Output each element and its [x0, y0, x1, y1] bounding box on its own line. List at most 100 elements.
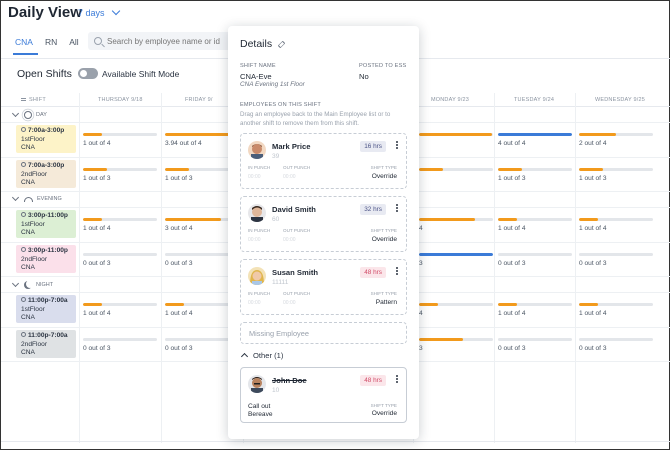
- shift-description: CNA Evening 1st Floor: [240, 81, 305, 88]
- group-evening[interactable]: EVENING: [11, 193, 62, 202]
- group-day[interactable]: DAY: [11, 109, 47, 119]
- shift-card[interactable]: 3:00p-11:00p 2ndFloor CNA: [16, 245, 76, 273]
- coverage-label: 1 out of 3: [83, 175, 111, 182]
- coverage-cell[interactable]: 1 out of 3: [83, 168, 157, 188]
- date-range-dropdown[interactable]: 7 days: [78, 6, 120, 18]
- coverage-bar-fill: [83, 218, 102, 221]
- coverage-cell[interactable]: 4: [419, 303, 493, 323]
- more-options-icon[interactable]: [396, 375, 399, 385]
- available-shift-mode-toggle[interactable]: [78, 68, 98, 79]
- search-box: [88, 32, 233, 50]
- coverage-bar: [83, 168, 157, 171]
- coverage-bar: [419, 218, 493, 221]
- coverage-bar-fill: [165, 168, 190, 171]
- out-punch-label: OUT PUNCH: [283, 291, 311, 296]
- group-label: NIGHT: [36, 282, 54, 288]
- coverage-cell[interactable]: 1 out of 4: [579, 218, 653, 238]
- edit-icon[interactable]: [277, 40, 286, 48]
- more-options-icon[interactable]: [396, 141, 399, 151]
- coverage-cell[interactable]: 0 out of 3: [83, 253, 157, 273]
- shift-type-label: SHIFT TYPE: [370, 165, 397, 170]
- column-header-day: MONDAY 9/23: [431, 97, 470, 103]
- column-divider: [161, 93, 162, 443]
- coverage-label: 1 out of 4: [579, 310, 607, 317]
- coverage-bar: [498, 168, 572, 171]
- coverage-cell[interactable]: 0 out of 3: [165, 338, 239, 358]
- coverage-bar-fill: [165, 218, 221, 221]
- coverage-cell[interactable]: [419, 168, 493, 188]
- coverage-cell[interactable]: 0 out of 3: [165, 253, 239, 273]
- coverage-bar-fill: [498, 303, 517, 306]
- coverage-cell[interactable]: 0 out of 3: [498, 338, 572, 358]
- column-header-day: TUESDAY 9/24: [514, 97, 555, 103]
- coverage-cell[interactable]: 1 out of 4: [579, 303, 653, 323]
- coverage-cell[interactable]: 1 out of 4: [83, 133, 157, 153]
- column-divider: [79, 93, 80, 443]
- shift-role: CNA: [21, 314, 35, 322]
- employee-card[interactable]: John Doe 10 48 hrs Call out Bereave SHIF…: [240, 367, 407, 423]
- employee-card[interactable]: David Smith 60 32 hrs IN PUNCH OUT PUNCH…: [240, 196, 407, 252]
- coverage-cell[interactable]: 0 out of 3: [579, 338, 653, 358]
- coverage-cell[interactable]: 3: [419, 253, 493, 273]
- coverage-cell[interactable]: 4: [419, 218, 493, 238]
- coverage-cell[interactable]: 0 out of 3: [498, 253, 572, 273]
- shift-card[interactable]: 11:00p-7:00a 1stFloor CNA: [16, 295, 76, 323]
- coverage-cell[interactable]: 1 out of 4: [498, 218, 572, 238]
- shift-floor: 1stFloor: [21, 135, 45, 143]
- coverage-bar-fill: [579, 303, 598, 306]
- out-punch-value: 00:00: [283, 174, 296, 180]
- coverage-cell[interactable]: 0 out of 3: [579, 253, 653, 273]
- tab-rn[interactable]: RN: [44, 37, 58, 47]
- coverage-cell[interactable]: 3 out of 4: [165, 218, 239, 238]
- coverage-bar: [419, 133, 493, 136]
- shift-type-value: Override: [371, 236, 397, 243]
- coverage-cell[interactable]: 1 out of 4: [498, 303, 572, 323]
- coverage-bar: [498, 133, 572, 136]
- shift-time: 7:00a-3:00p: [21, 127, 76, 136]
- coverage-bar-fill: [419, 133, 492, 136]
- coverage-cell[interactable]: 1 out of 4: [83, 303, 157, 323]
- coverage-cell[interactable]: 1 out of 3: [165, 168, 239, 188]
- tab-cna[interactable]: CNA: [13, 37, 38, 55]
- group-night[interactable]: NIGHT: [11, 279, 54, 289]
- coverage-cell[interactable]: 1 out of 3: [579, 168, 653, 188]
- column-divider: [575, 93, 576, 443]
- shift-name-label: SHIFT NAME: [240, 63, 276, 69]
- shift-card[interactable]: 11:00p-7:00a 2ndFloor CNA: [16, 330, 76, 358]
- coverage-cell[interactable]: [419, 133, 493, 153]
- group-label: DAY: [36, 112, 47, 118]
- coverage-cell[interactable]: 4 out of 4: [498, 133, 572, 153]
- shift-card[interactable]: 3:00p-11:00p 1stFloor CNA: [16, 210, 76, 238]
- coverage-cell[interactable]: 1 out of 3: [498, 168, 572, 188]
- shift-time-text: 7:00a-3:00p: [28, 127, 65, 134]
- coverage-cell[interactable]: 0 out of 3: [83, 338, 157, 358]
- employee-card[interactable]: Susan Smith 11111 48 hrs IN PUNCH OUT PU…: [240, 259, 407, 315]
- employee-card[interactable]: Mark Price 39 16 hrs IN PUNCH OUT PUNCH …: [240, 133, 407, 189]
- coverage-cell[interactable]: 3: [419, 338, 493, 358]
- employee-id: 60: [272, 216, 280, 223]
- more-options-icon[interactable]: [396, 204, 399, 214]
- coverage-cell[interactable]: 1 out of 4: [165, 303, 239, 323]
- avatar: [248, 375, 266, 393]
- coverage-label: 3.94 out of 4: [165, 140, 202, 147]
- chevron-up-icon: [240, 352, 249, 361]
- other-section-toggle[interactable]: Other (1): [240, 351, 283, 361]
- shift-card[interactable]: 7:00a-3:00p 1stFloor CNA: [16, 125, 76, 153]
- coverage-bar: [498, 218, 572, 221]
- missing-employee-slot[interactable]: Missing Employee: [240, 322, 407, 344]
- search-input[interactable]: [107, 36, 227, 46]
- column-header-shift[interactable]: SHIFT: [21, 97, 46, 103]
- posted-to-ess-value: No: [359, 72, 369, 81]
- coverage-bar: [83, 253, 157, 256]
- coverage-cell[interactable]: 3.94 out of 4: [165, 133, 239, 153]
- coverage-cell[interactable]: 1 out of 4: [83, 218, 157, 238]
- shift-card[interactable]: 7:00a-3:00p 2ndFloor CNA: [16, 160, 76, 188]
- coverage-bar-fill: [579, 133, 616, 136]
- coverage-cell[interactable]: 2 out of 4: [579, 133, 653, 153]
- coverage-bar: [165, 133, 239, 136]
- tab-all[interactable]: All: [69, 37, 79, 47]
- shift-time-text: 7:00a-3:00p: [28, 162, 65, 169]
- more-options-icon[interactable]: [396, 267, 399, 277]
- coverage-label: 2 out of 4: [579, 140, 607, 147]
- coverage-bar: [579, 253, 653, 256]
